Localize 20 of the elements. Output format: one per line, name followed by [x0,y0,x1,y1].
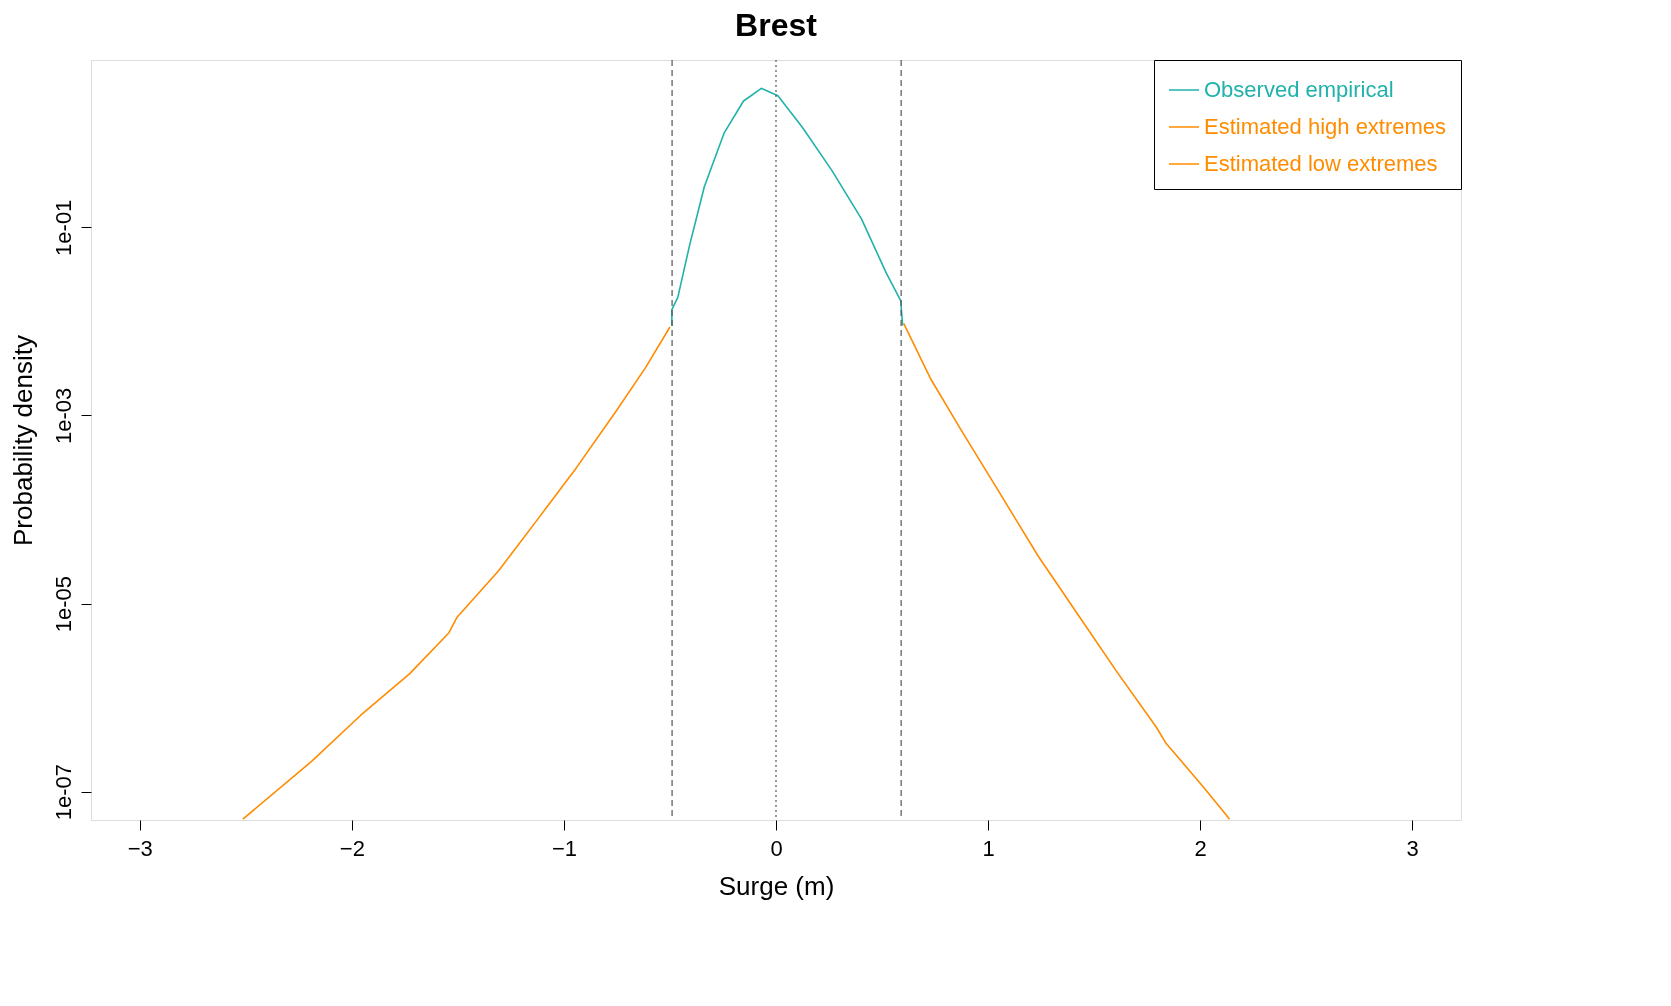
x-tick-label: 0 [770,835,783,861]
x-tick-label: −3 [127,835,153,861]
x-axis-title: Surge (m) [718,870,835,901]
legend-label: Estimated low extremes [1204,151,1438,176]
y-tick-label: 1e-01 [50,199,76,256]
x-tick-label: 1 [982,835,995,861]
line-series [242,326,671,820]
line-series [902,322,1231,820]
y-axis-title: Probability density [7,335,38,546]
y-tick-label: 1e-03 [50,387,76,445]
legend-label: Observed empirical [1204,77,1394,102]
x-tick-label: 2 [1194,835,1207,861]
x-tick-label: −2 [339,835,365,861]
x-tick-label: −1 [551,835,577,861]
x-tick-label: 3 [1406,835,1419,861]
line-series [671,87,904,327]
y-tick-label: 1e-07 [50,764,76,821]
y-tick-label: 1e-05 [50,575,76,633]
legend-label: Estimated high extremes [1204,114,1447,139]
chart-title: Brest [735,7,818,44]
